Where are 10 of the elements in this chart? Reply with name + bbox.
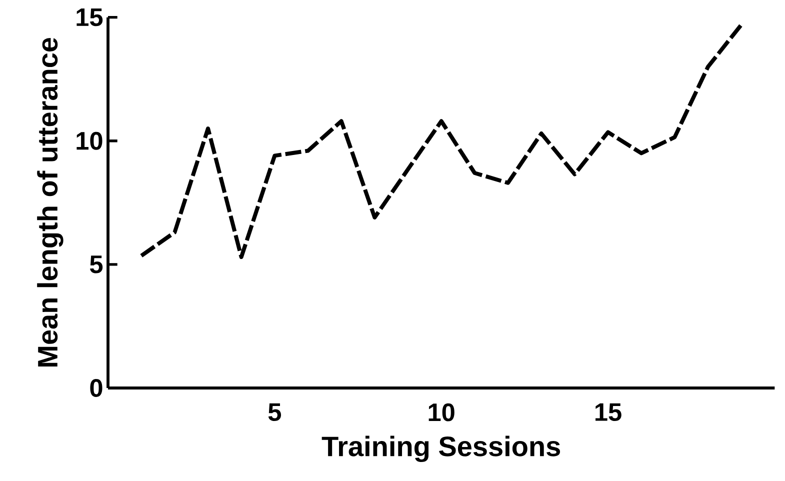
- y-axis-title: Mean length of utterance: [37, 38, 64, 366]
- y-tick-label: 10: [76, 132, 102, 150]
- x-tick-label: 5: [268, 403, 282, 422]
- line-series: [139, 22, 744, 260]
- y-tick-label: 15: [76, 8, 103, 26]
- x-axis-title: Training Sessions: [322, 436, 560, 462]
- x-tick-label: 10: [428, 403, 454, 422]
- y-tick-label: 0: [90, 379, 102, 397]
- y-tick-label: 5: [90, 256, 103, 274]
- x-tick-label: 15: [596, 403, 622, 422]
